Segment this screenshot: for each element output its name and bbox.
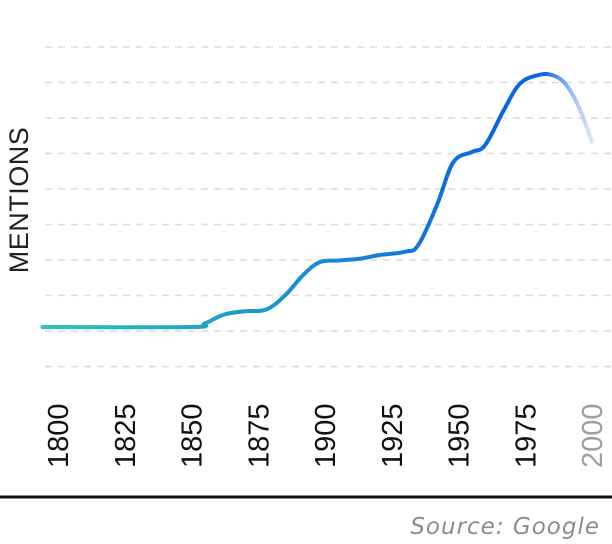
- x-tick-label: 1850: [177, 403, 209, 468]
- x-tick-label: 1950: [444, 403, 476, 468]
- source-label: Source: Google: [410, 514, 600, 540]
- x-tick-label: 1925: [377, 403, 409, 468]
- series-line-0: [40, 71, 594, 330]
- x-tick-label: 2000: [577, 403, 609, 468]
- x-tick-labels: 1800 1825 1850 1875 1900 1925 1950 1975 2000: [43, 403, 609, 468]
- x-tick-label: 1975: [510, 403, 542, 468]
- x-tick-label: 1825: [110, 403, 142, 468]
- x-tick-label: 1875: [243, 403, 275, 468]
- x-tick-label: 1900: [310, 403, 342, 468]
- grid-lines: [45, 46, 612, 368]
- x-tick-label: 1800: [43, 403, 75, 468]
- series-lines: [40, 71, 594, 330]
- y-axis-label: MENTIONS: [4, 127, 34, 274]
